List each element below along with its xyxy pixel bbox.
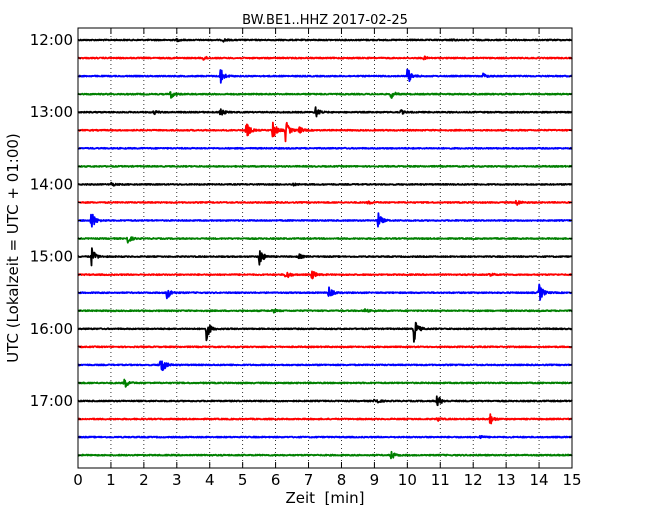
y-tick-label: 16:00 <box>30 320 73 338</box>
x-axis-label: Zeit [min] <box>285 489 364 507</box>
y-tick-label: 13:00 <box>30 103 73 121</box>
trace-17:30 <box>77 434 573 440</box>
x-tick-label: 15 <box>562 471 581 489</box>
axis-ticks <box>77 28 573 468</box>
chart-title: BW.BE1..HHZ 2017-02-25 <box>242 13 408 28</box>
trace-14:45 <box>77 236 573 244</box>
trace-17:15 <box>77 413 573 425</box>
trace-12:45 <box>77 91 573 99</box>
trace-13:30 <box>77 146 573 150</box>
x-tick-label: 6 <box>271 471 281 489</box>
trace-16:30 <box>77 360 573 372</box>
y-tick-labels: 12:00 13:00 14:00 15:00 16:00 17:00 <box>30 31 73 410</box>
y-tick-label: 15:00 <box>30 248 73 266</box>
x-tick-label: 5 <box>238 471 248 489</box>
x-tick-label: 0 <box>73 471 83 489</box>
trace-16:15 <box>77 345 573 349</box>
trace-15:30 <box>77 283 573 301</box>
y-tick-label: 12:00 <box>30 31 73 49</box>
trace-15:15 <box>77 270 573 280</box>
trace-16:45 <box>77 378 573 388</box>
x-tick-label: 12 <box>464 471 483 489</box>
trace-15:00 <box>77 247 573 267</box>
trace-14:00 <box>77 181 573 187</box>
x-tick-label: 1 <box>106 471 116 489</box>
trace-14:30 <box>77 212 573 228</box>
x-tick-label: 14 <box>530 471 549 489</box>
trace-13:00 <box>77 106 573 118</box>
x-tick-label: 13 <box>497 471 516 489</box>
x-tick-labels: 0 1 2 3 4 5 6 7 8 9 10 11 12 13 14 15 <box>73 471 581 489</box>
trace-12:15 <box>77 55 573 61</box>
plot-frame <box>77 27 573 469</box>
x-tick-label: 9 <box>370 471 380 489</box>
x-tick-label: 2 <box>139 471 149 489</box>
trace-17:45 <box>77 450 573 460</box>
y-tick-label: 17:00 <box>30 392 73 410</box>
trace-17:00 <box>77 395 573 407</box>
trace-12:00 <box>77 37 573 43</box>
x-tick-label: 3 <box>172 471 182 489</box>
trace-12:30 <box>77 68 573 84</box>
x-tick-label: 10 <box>398 471 417 489</box>
x-tick-label: 11 <box>431 471 450 489</box>
trace-13:45 <box>77 164 573 168</box>
y-tick-label: 14:00 <box>30 175 73 193</box>
x-tick-label: 7 <box>304 471 314 489</box>
trace-16:00 <box>77 321 573 343</box>
trace-14:15 <box>77 199 573 206</box>
x-tick-label: 8 <box>337 471 347 489</box>
grid-lines <box>110 28 540 468</box>
trace-group <box>77 37 573 460</box>
trace-15:45 <box>77 308 573 314</box>
x-tick-label: 4 <box>205 471 215 489</box>
trace-13:15 <box>77 121 573 143</box>
y-axis-label: UTC (Lokalzeit = UTC + 01:00) <box>4 133 22 363</box>
